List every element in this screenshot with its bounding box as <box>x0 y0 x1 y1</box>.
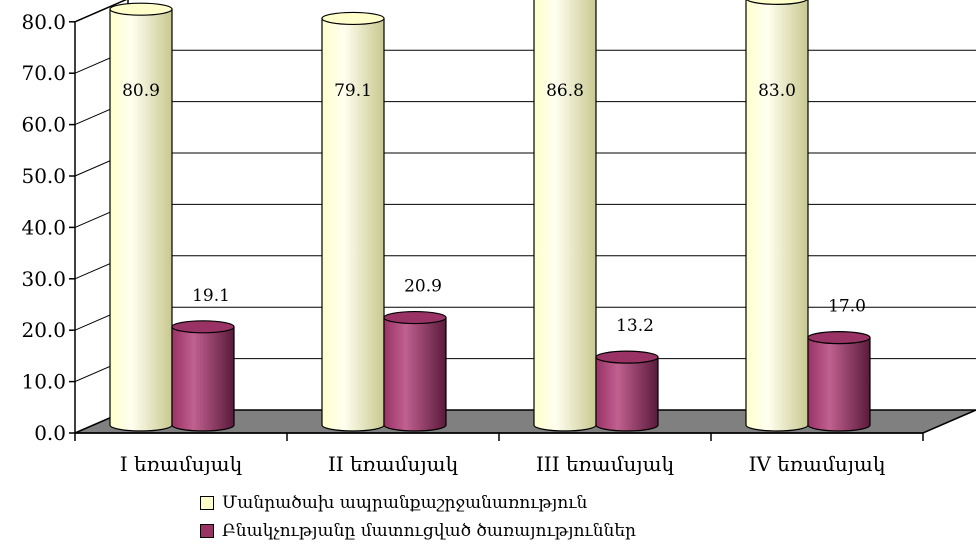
bar-top <box>321 11 385 26</box>
x-tick-label: IV եռամսյակ <box>749 452 886 476</box>
bar-series-2-3 <box>595 350 659 432</box>
data-label-series-2: 17.0 <box>828 297 866 317</box>
data-label-series-2: 13.2 <box>616 316 654 336</box>
bar-body <box>595 356 659 432</box>
y-tick-label: 30.0 <box>21 267 66 291</box>
y-tick-label: 50.0 <box>21 164 66 188</box>
bar-top <box>383 310 447 325</box>
bar-body <box>109 8 173 432</box>
bar-series-2-1 <box>171 320 235 432</box>
y-tick-label: 0.0 <box>34 421 66 445</box>
bar-top <box>746 0 808 5</box>
bar-body <box>533 0 597 432</box>
bar-series-1-4 <box>745 0 809 432</box>
legend-swatch-series-2 <box>200 524 214 538</box>
y-tick-label: 70.0 <box>21 61 66 85</box>
bar-body <box>383 316 447 432</box>
x-tick-label: III եռամսյակ <box>536 452 674 476</box>
bar-series-1-2 <box>321 11 385 432</box>
legend-swatch-series-1 <box>200 496 214 510</box>
side-wall-top <box>74 0 128 23</box>
bar-series-2-4 <box>807 331 871 432</box>
x-tick-label: I եռամսյակ <box>120 452 242 476</box>
bar-series-1-1 <box>109 2 173 432</box>
chart-bars <box>109 0 871 432</box>
bar-top <box>109 2 173 16</box>
chart-labels: 0.0 10.0 20.0 30.0 40.0 50.0 60.0 70.0 80.0 I եռա… <box>21 10 885 476</box>
data-label-series-1: 80.9 <box>122 81 160 101</box>
legend-entry-series-1: Մանրածախ ապրանքաշրջանառություն <box>200 491 900 515</box>
data-label-series-1: 79.1 <box>334 81 372 101</box>
bar-body <box>807 337 871 432</box>
bar-body <box>321 17 385 432</box>
bar-body <box>745 0 809 432</box>
y-tick-label: 80.0 <box>21 10 66 34</box>
data-label-series-2: 19.1 <box>192 286 230 306</box>
legend-label-series-1: Մանրածախ ապրանքաշրջանառություն <box>222 493 588 513</box>
x-tick-label: II եռամսյակ <box>328 452 458 476</box>
data-label-series-1: 83.0 <box>758 81 796 101</box>
y-tick-label: 10.0 <box>21 370 66 394</box>
y-tick-label: 60.0 <box>21 113 66 137</box>
y-tick-label: 40.0 <box>21 215 66 239</box>
bar-series-2-2 <box>383 310 447 432</box>
bar-top <box>595 350 659 364</box>
data-label-series-2: 20.9 <box>404 277 442 297</box>
bar-body <box>171 326 235 432</box>
bar-top <box>807 331 871 345</box>
y-tick-label: 20.0 <box>21 318 66 342</box>
legend-label-series-2: Բնակչությանը մատուցված ծառայություններ <box>222 521 636 541</box>
legend-entry-series-2: Բնակչությանը մատուցված ծառայություններ <box>200 519 900 543</box>
bar-top <box>171 320 235 334</box>
data-label-series-1: 86.8 <box>546 81 584 101</box>
bar-series-1-3 <box>533 0 597 432</box>
